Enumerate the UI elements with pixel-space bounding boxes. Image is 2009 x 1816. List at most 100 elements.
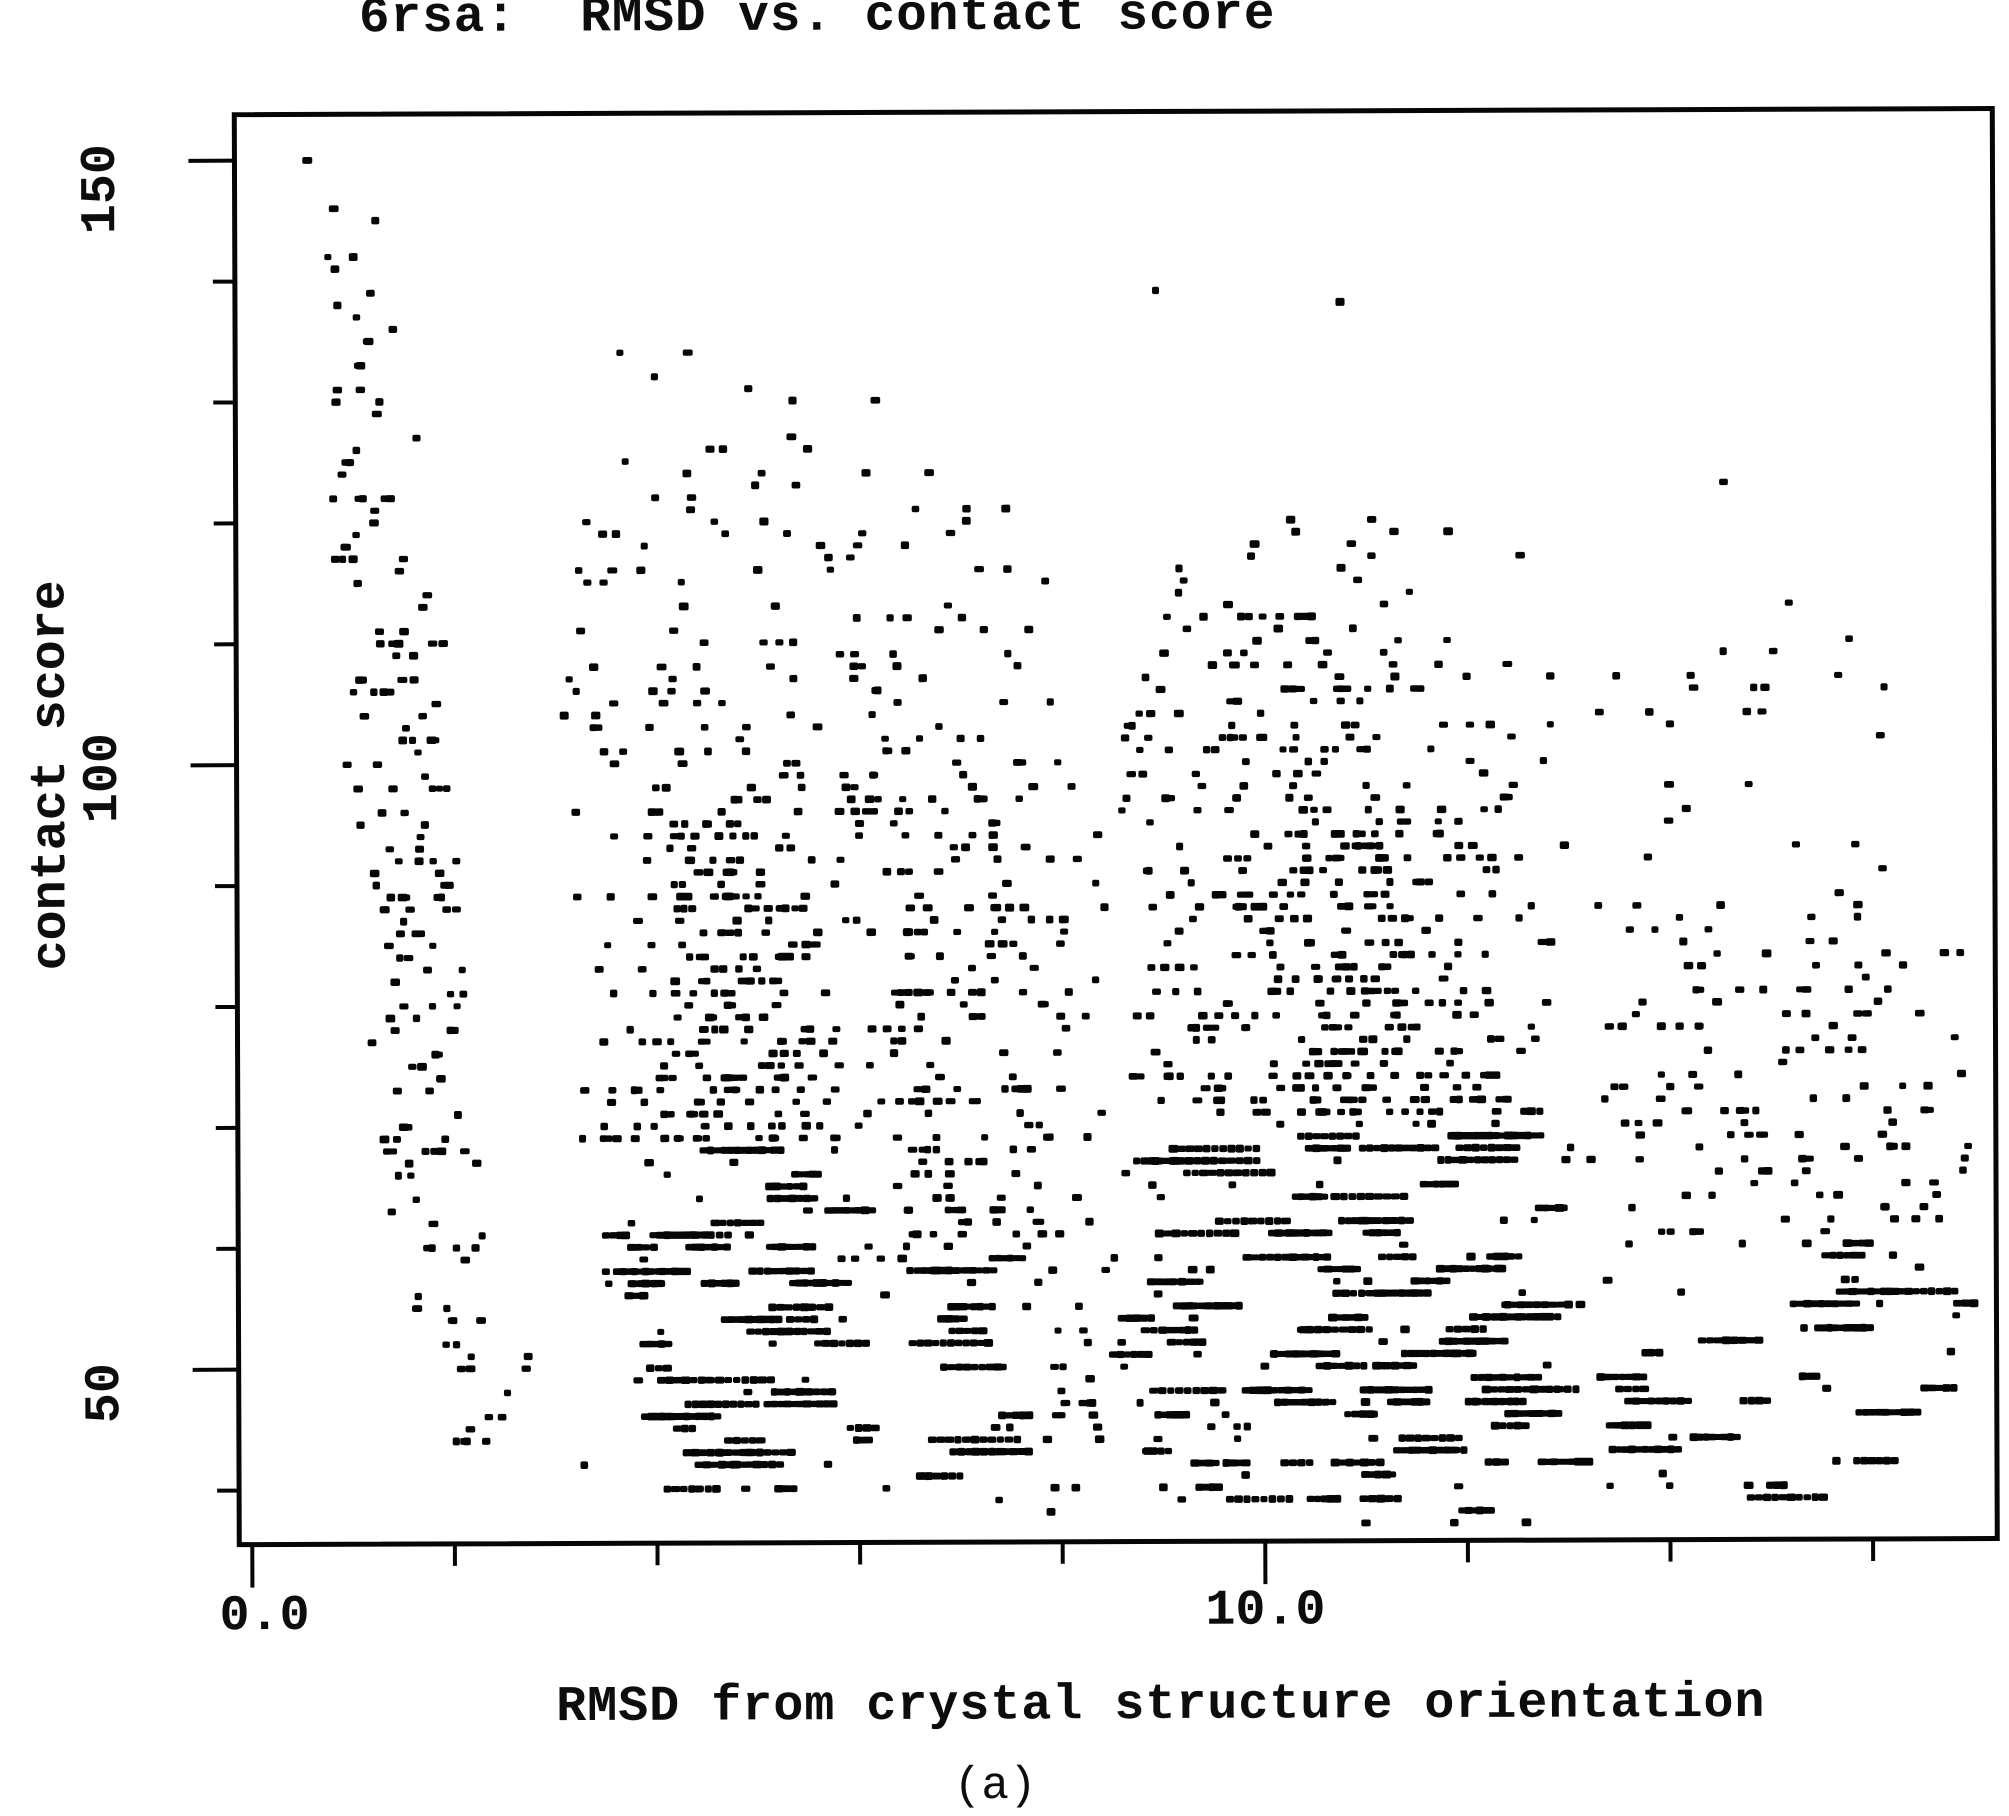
data-point <box>808 856 816 864</box>
data-point <box>737 1401 744 1408</box>
data-point <box>329 495 337 502</box>
data-point <box>801 941 810 949</box>
data-point <box>1266 1254 1274 1261</box>
data-point <box>758 977 765 984</box>
data-point <box>1919 1203 1928 1210</box>
data-point <box>1956 949 1964 956</box>
data-point <box>999 1448 1008 1455</box>
data-point <box>409 652 418 660</box>
data-point <box>1915 1010 1925 1017</box>
data-point <box>1488 890 1496 897</box>
data-point <box>472 1160 481 1167</box>
data-point <box>930 916 939 924</box>
data-point <box>595 966 604 973</box>
data-point <box>838 1316 847 1323</box>
data-point <box>1653 1119 1663 1126</box>
data-point <box>1056 1013 1065 1020</box>
data-point <box>1378 963 1386 970</box>
data-point <box>353 785 363 792</box>
data-point <box>1935 1215 1943 1223</box>
data-point <box>1075 1303 1083 1310</box>
data-point <box>847 795 856 803</box>
data-point <box>1348 1326 1357 1333</box>
data-point <box>975 1158 982 1165</box>
data-point <box>1302 1061 1310 1067</box>
data-point <box>743 1389 752 1395</box>
data-point <box>701 724 709 731</box>
data-point <box>1123 1351 1131 1357</box>
data-point <box>1185 1145 1194 1152</box>
data-point <box>1834 672 1842 678</box>
data-point <box>678 760 688 767</box>
data-point <box>916 735 923 742</box>
data-point <box>1259 734 1267 741</box>
data-point <box>1144 735 1152 741</box>
data-point <box>1802 986 1812 993</box>
data-point <box>673 1425 682 1431</box>
data-point <box>778 1268 786 1274</box>
data-point <box>443 785 450 792</box>
data-point <box>1212 1460 1219 1466</box>
data-point <box>1420 1084 1429 1091</box>
data-point <box>932 1340 939 1346</box>
data-point <box>1198 1338 1207 1346</box>
data-point <box>850 784 858 790</box>
data-point <box>724 1377 732 1383</box>
data-point <box>438 893 445 901</box>
data-point <box>1012 1412 1020 1419</box>
data-point <box>729 1159 738 1166</box>
data-point <box>1380 649 1388 656</box>
data-point <box>1482 1386 1492 1394</box>
data-point <box>1037 1230 1047 1237</box>
data-point <box>915 1097 925 1105</box>
data-point <box>1322 1326 1332 1333</box>
data-point <box>1284 831 1292 838</box>
data-point <box>1492 1071 1501 1079</box>
data-point <box>1496 1156 1504 1163</box>
data-point <box>1166 891 1175 899</box>
data-point <box>768 1461 776 1469</box>
data-point <box>693 663 701 671</box>
data-point <box>1237 613 1245 621</box>
data-point <box>1810 1300 1819 1307</box>
data-point <box>667 688 675 695</box>
data-point <box>1816 1192 1824 1199</box>
data-point <box>1243 855 1251 861</box>
data-point <box>1890 1457 1899 1464</box>
data-point <box>681 1425 689 1433</box>
data-point <box>1742 708 1751 715</box>
data-point <box>761 1449 770 1455</box>
data-point <box>1047 698 1054 705</box>
data-point <box>944 602 952 608</box>
data-point <box>1480 806 1488 812</box>
data-point <box>1272 1012 1280 1019</box>
data-point <box>768 1303 776 1311</box>
data-point <box>1705 926 1713 932</box>
data-point <box>356 362 366 370</box>
data-point <box>1097 1110 1106 1116</box>
data-point <box>788 397 796 405</box>
data-point <box>1288 685 1298 692</box>
data-point <box>1484 999 1494 1007</box>
data-point <box>638 966 647 973</box>
data-point <box>905 808 913 814</box>
data-point <box>1346 1048 1355 1055</box>
data-point <box>882 1485 890 1492</box>
data-point <box>926 1062 934 1068</box>
data-point <box>1181 1230 1189 1236</box>
data-point <box>1352 1132 1360 1139</box>
data-point <box>1274 975 1283 983</box>
data-point <box>1460 987 1468 994</box>
data-point <box>705 1485 712 1492</box>
data-point <box>816 1304 825 1310</box>
data-point <box>978 1327 988 1334</box>
data-point <box>1666 1482 1673 1489</box>
data-point <box>1167 1387 1174 1393</box>
data-point <box>341 544 351 551</box>
data-point <box>1152 988 1161 994</box>
data-point <box>1456 890 1465 897</box>
data-point <box>690 833 699 840</box>
data-point <box>1342 1072 1350 1079</box>
data-point <box>1133 1158 1140 1165</box>
data-point <box>742 832 749 840</box>
